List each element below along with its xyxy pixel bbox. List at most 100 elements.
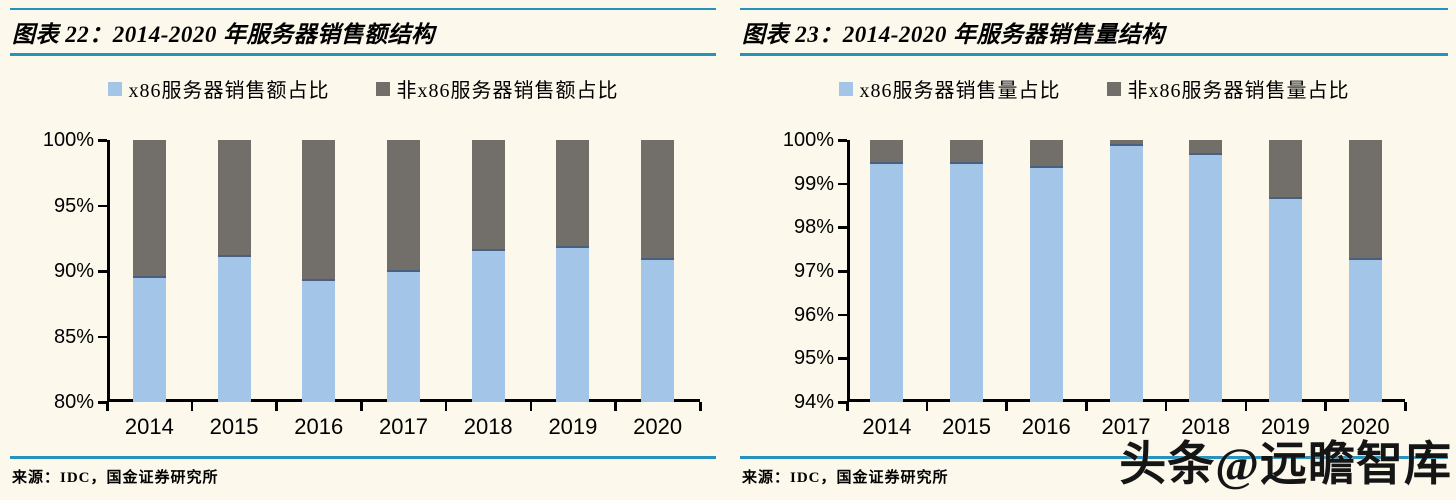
stacked-bar-chart-volume: 100% 99% 98% 97% 96% 95% 94% 2014 2015 2016 2017 20…	[740, 120, 1448, 442]
x-axis-tick	[106, 402, 109, 411]
x-axis-tick	[846, 402, 849, 411]
x-axis-tick	[275, 402, 278, 411]
legend-label-x86-revenue: x86服务器销售额占比	[128, 80, 330, 102]
source-note: 来源：IDC，国金证券研究所	[742, 470, 949, 486]
bar-segment-x86	[1348, 257, 1382, 402]
x-axis-label: 2019	[1260, 414, 1310, 439]
x-axis-tick	[190, 402, 194, 411]
x-axis-tick	[444, 402, 448, 411]
legend-item-x86-volume: x86服务器销售量占比	[838, 74, 1061, 103]
bar-segment-non-x86	[132, 140, 166, 277]
bar-segment-x86	[302, 278, 336, 402]
y-axis-label: 85%	[53, 325, 94, 348]
y-axis-tick	[838, 357, 847, 360]
bar-segment-x86	[132, 276, 166, 402]
bar-segment-non-x86	[1348, 140, 1382, 258]
x-axis-tick	[1164, 402, 1168, 411]
y-axis-label: 95%	[53, 194, 94, 217]
bar-segment-non-x86	[302, 140, 336, 279]
chart-title-volume: 图表 23：2014-2020 年服务器销售量结构	[742, 22, 1165, 47]
y-axis-tick	[838, 139, 847, 142]
stacked-bar-chart-revenue: 100% 95% 90% 85% 80% 2014 2015 2016 2017 2018 2019…	[10, 120, 716, 442]
y-axis-tick	[98, 204, 107, 207]
bar-segment-non-x86	[556, 140, 590, 247]
title-divider	[10, 53, 716, 56]
bar-segment-x86	[1109, 144, 1143, 402]
bar-segment-x86	[1189, 153, 1223, 402]
legend-label-nonx86-volume: 非x86服务器销售量占比	[1127, 80, 1350, 102]
x-axis-tick	[1005, 402, 1008, 411]
legend-revenue: x86服务器销售额占比 非x86服务器销售额占比	[10, 74, 716, 103]
bar-segment-non-x86	[1268, 140, 1302, 197]
bar-segment-x86	[950, 161, 984, 402]
x-axis-tick	[1324, 402, 1327, 411]
legend-item-nonx86-volume: 非x86服务器销售量占比	[1106, 74, 1350, 103]
chart-title-revenue: 图表 22：2014-2020 年服务器销售额结构	[12, 22, 435, 47]
bar-segment-non-x86	[1189, 140, 1223, 154]
bar-segment-non-x86	[1029, 140, 1063, 167]
legend-volume: x86服务器销售量占比 非x86服务器销售量占比	[740, 74, 1448, 103]
x-axis-label: 2015	[942, 414, 992, 439]
x-axis-label: 2016	[294, 414, 344, 439]
bar-segment-non-x86	[641, 140, 675, 258]
bar-segment-non-x86	[387, 140, 420, 270]
chart-panel-volume: 图表 23：2014-2020 年服务器销售量结构 x86服务器销售量占比 非x…	[740, 0, 1448, 500]
y-axis-label: 97%	[793, 260, 834, 282]
x-axis-label: 2017	[1101, 414, 1151, 439]
x-axis-tick	[1085, 402, 1088, 411]
source-divider	[10, 456, 716, 459]
y-axis-tick	[98, 139, 107, 142]
y-axis-tick	[838, 401, 847, 404]
legend-item-nonx86-revenue: 非x86服务器销售额占比	[375, 74, 619, 103]
y-axis-label: 100%	[42, 129, 94, 151]
x-axis-label: 2020	[633, 414, 683, 439]
x-axis-label: 2017	[379, 414, 428, 439]
x-axis-label: 2014	[862, 414, 912, 439]
legend-swatch-x86-icon	[107, 81, 122, 96]
legend-item-x86-revenue: x86服务器销售额占比	[107, 74, 330, 103]
bar-segment-non-x86	[950, 140, 984, 162]
bar-segment-x86	[387, 269, 420, 402]
y-axis-tick	[838, 313, 847, 317]
bar-segment-x86	[870, 161, 904, 402]
y-axis-tick	[838, 226, 847, 229]
legend-swatch-nonx86-icon	[375, 81, 390, 96]
x-axis-tick	[925, 402, 929, 411]
x-axis-label: 2016	[1021, 414, 1071, 439]
y-axis-label: 80%	[53, 391, 94, 413]
x-axis-label: 2015	[209, 414, 259, 439]
bar-segment-non-x86	[217, 140, 251, 256]
source-divider	[740, 456, 1448, 459]
y-axis-label: 96%	[793, 303, 834, 326]
panel-top-divider	[740, 8, 1448, 10]
y-axis-label: 90%	[53, 260, 94, 282]
chart-panel-revenue: 图表 22：2014-2020 年服务器销售额结构 x86服务器销售额占比 非x…	[10, 0, 716, 500]
y-axis-tick	[98, 401, 107, 404]
bar-segment-x86	[556, 246, 590, 402]
bar-segment-non-x86	[471, 140, 505, 249]
panel-top-divider	[10, 8, 716, 10]
bar-segment-non-x86	[870, 140, 904, 162]
x-axis-label: 2020	[1340, 414, 1390, 439]
x-axis-tick	[529, 402, 533, 411]
x-axis-tick	[360, 402, 363, 411]
bar-segment-non-x86	[1109, 140, 1143, 145]
legend-label-x86-volume: x86服务器销售量占比	[859, 80, 1061, 102]
x-axis-tick	[699, 402, 702, 411]
x-axis-label: 2018	[1181, 414, 1231, 439]
legend-swatch-nonx86-icon	[1106, 81, 1121, 96]
x-axis-tick	[614, 402, 617, 411]
y-axis-label: 94%	[793, 391, 834, 413]
bar-segment-x86	[1268, 196, 1302, 402]
y-axis-tick	[838, 182, 847, 186]
y-axis-label: 100%	[782, 129, 834, 151]
y-axis-label: 95%	[793, 347, 834, 370]
y-axis-label: 98%	[793, 216, 834, 239]
x-axis-label: 2018	[463, 414, 513, 439]
legend-label-nonx86-revenue: 非x86服务器销售额占比	[396, 80, 619, 102]
x-axis-label: 2019	[548, 414, 598, 439]
legend-swatch-x86-icon	[838, 81, 853, 96]
y-axis-tick	[98, 270, 107, 273]
y-axis-tick	[838, 270, 847, 273]
